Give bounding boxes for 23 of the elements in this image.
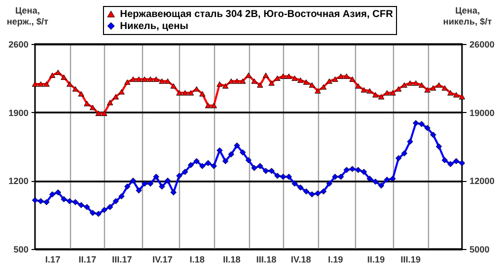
y-tick-label: 1200 [8,176,28,186]
x-tick-label: I.18 [190,254,205,264]
x-tick-label: II.17 [78,254,96,264]
x-tick-label: IV.18 [290,254,312,264]
y-tick-label: 2600 [8,40,28,50]
y2-axis-title: Цена, никель, $/т [443,6,492,26]
x-tick-label: II.19 [367,254,385,264]
x-tick-label: I.17 [45,254,60,264]
y-tick-label: 500 [13,244,28,254]
y2-tick-label: 5000 [470,244,490,254]
x-tick-label: II.18 [222,254,240,264]
x-tick-label: III.19 [400,254,421,264]
y2-tick-label: 26000 [470,40,495,50]
legend-label: Нержавеющая сталь 304 2B, Юго-Восточная Азия, CFR [120,9,394,20]
x-tick-label: III.18 [256,254,276,264]
x-tick-label: IV.17 [152,254,173,264]
legend-label: Никель, цены [120,21,188,32]
y2-tick-label: 19000 [470,108,495,118]
x-tick-label: I.19 [328,254,344,264]
y2-tick-label: 12000 [470,176,495,186]
y-axis-title: Цена, нерж., $/т [6,6,49,26]
y-tick-label: 1900 [8,108,28,118]
x-tick-label: III.17 [112,254,132,264]
